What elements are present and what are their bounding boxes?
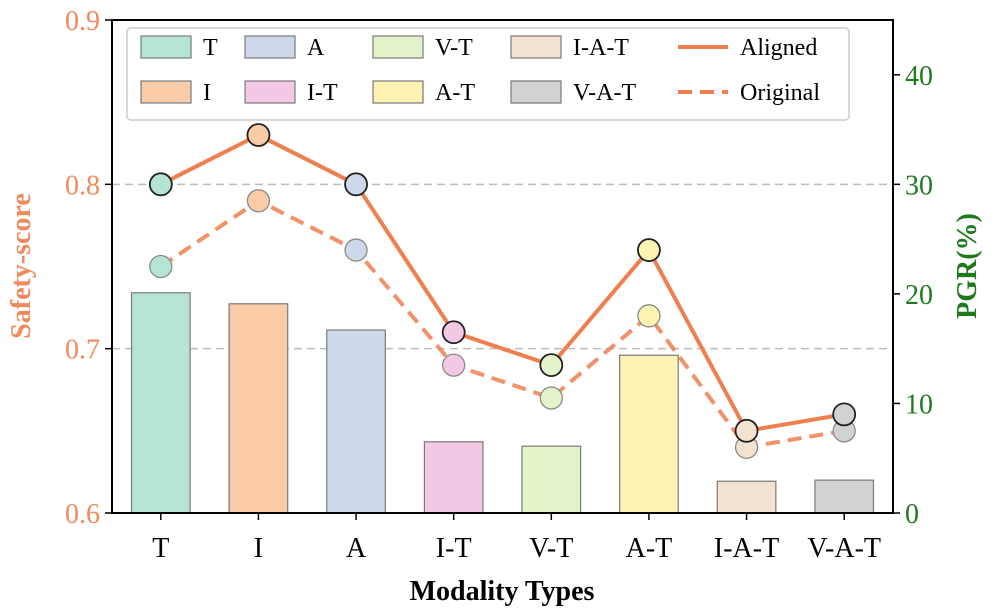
- legend-a-t-swatch: [372, 80, 424, 104]
- bar-i-a-t: [716, 480, 777, 514]
- legend-a-t-label: A-T: [435, 80, 475, 106]
- legend-i-label: I: [203, 80, 211, 106]
- legend-v-a-t-label: V-A-T: [573, 80, 636, 106]
- point-original-a: [344, 238, 368, 262]
- bars: [130, 292, 875, 514]
- point-aligned-a: [344, 172, 368, 197]
- plot-frame: [111, 19, 894, 514]
- x-tick-label-a-t: A-T: [626, 533, 673, 564]
- y-tick-label-0-8: 0.8: [65, 170, 100, 201]
- legend-original-label: Original: [740, 80, 820, 106]
- series-line-aligned: [159, 133, 845, 433]
- y2-tick-label-40: 40: [905, 61, 933, 92]
- y-axis-title-left: Safety-score: [6, 193, 37, 339]
- y-tick-label-0-7: 0.7: [65, 335, 100, 366]
- bar-t: [130, 292, 191, 514]
- legend: TI A I-T V-T A-T I-A-T V-A-T Aligned Original: [126, 27, 850, 121]
- legend-i-t-label: I-T: [307, 80, 338, 106]
- point-aligned-a-t: [637, 238, 661, 262]
- x-tick-label-t: T: [152, 533, 169, 564]
- point-aligned-i-t: [441, 320, 466, 345]
- bar-a: [326, 329, 386, 514]
- bar-i-t: [423, 441, 484, 514]
- series-line-original: [159, 198, 845, 450]
- x-tick-label-a: A: [346, 533, 367, 564]
- point-aligned-t: [148, 172, 173, 197]
- legend-frame: [126, 27, 850, 121]
- bar-a-t: [619, 354, 679, 514]
- plot-border: [111, 19, 894, 514]
- point-aligned-v-a-t: [832, 402, 857, 427]
- y2-tick-label-30: 30: [905, 170, 933, 201]
- x-tick-label-v-t: V-T: [529, 533, 573, 564]
- legend-i-a-t-swatch: [510, 35, 562, 59]
- x-tick-label-i: I: [254, 533, 263, 564]
- legend-a-swatch: [244, 35, 296, 59]
- x-tick-label-v-a-t: V-A-T: [807, 533, 881, 564]
- bar-v-a-t: [814, 479, 875, 514]
- bar-i: [228, 303, 289, 514]
- legend-i-swatch: [140, 80, 192, 104]
- y-axis-title-right: PGR(%): [952, 213, 983, 319]
- y-tick-label-0-9: 0.9: [65, 6, 100, 37]
- point-original-a-t: [637, 304, 661, 328]
- legend-v-t-label: V-T: [435, 35, 473, 61]
- x-tick-label-i-t: I-T: [436, 533, 472, 564]
- legend-i-t-swatch: [244, 80, 296, 104]
- x-tick-label-i-a-t: I-A-T: [714, 533, 779, 564]
- legend-v-t-swatch: [372, 35, 424, 59]
- y-tick-label-0-6: 0.6: [65, 499, 100, 530]
- legend-i-a-t-label: I-A-T: [573, 35, 629, 61]
- point-original-v-t: [539, 386, 563, 410]
- point-aligned-i: [246, 123, 271, 147]
- legend-aligned-label: Aligned: [740, 35, 817, 61]
- lines: [148, 123, 857, 459]
- legend-t-label: T: [203, 35, 218, 61]
- y2-tick-label-10: 10: [905, 389, 933, 420]
- legend-t-swatch: [140, 35, 192, 59]
- point-original-i-t: [442, 353, 466, 377]
- point-original-t: [149, 254, 173, 279]
- y2-tick-label-20: 20: [905, 280, 933, 311]
- point-aligned-v-t: [539, 353, 564, 378]
- x-axis-title: Modality Types: [410, 576, 595, 607]
- y2-tick-label-0: 0: [905, 499, 919, 530]
- legend-v-a-t-swatch: [510, 80, 562, 104]
- point-original-i: [246, 189, 271, 213]
- bar-v-t: [521, 445, 582, 514]
- point-aligned-i-a-t: [734, 418, 759, 443]
- legend-a-label: A: [307, 35, 325, 61]
